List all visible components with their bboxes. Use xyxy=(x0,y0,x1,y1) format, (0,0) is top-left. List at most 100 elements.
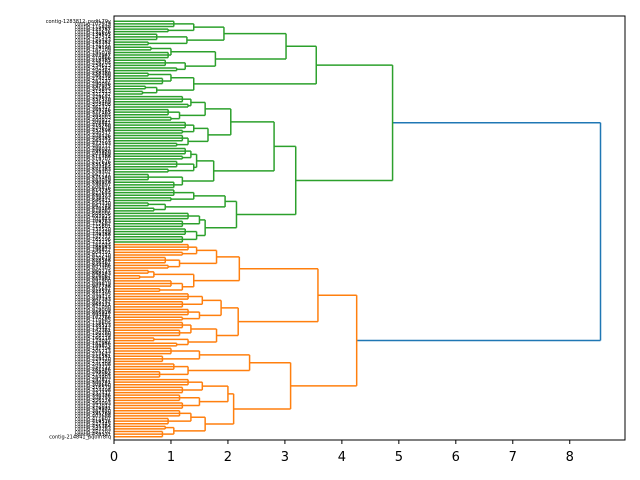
x-tick-label: 7 xyxy=(509,450,517,465)
leaf-label: contig-459121 xyxy=(75,432,111,438)
leaf-label: contig-313813 xyxy=(75,89,111,95)
leaf-label: contig-416760 xyxy=(75,123,111,129)
leaf-label: contig-654330 xyxy=(75,201,111,207)
leaf-label: contig-321732 xyxy=(75,92,111,98)
leaf-label: contig-741439 xyxy=(75,229,111,235)
leaf-label: contig-488031 xyxy=(75,146,111,152)
leaf-label: contig-868143 xyxy=(75,271,111,277)
leaf-label: contig-947333 xyxy=(75,297,111,303)
leaf-label: contig-448436 xyxy=(75,133,111,139)
leaf-label: contig-836467 xyxy=(75,261,111,267)
leaf-label: contig-511788 xyxy=(75,154,111,160)
leaf-label: contig-258380 xyxy=(75,71,111,77)
leaf-label: contig-955252 xyxy=(75,299,111,305)
leaf-label: contig-356174 xyxy=(75,398,111,404)
leaf-label: contig-353408 xyxy=(75,102,111,108)
x-tick-label: 5 xyxy=(395,450,403,465)
leaf-label: contig-261146 xyxy=(75,367,111,373)
leaf-label: contig-725601 xyxy=(75,224,111,230)
leaf-label: contig-503869 xyxy=(75,152,111,158)
leaf-label: contig-963171 xyxy=(75,302,111,308)
leaf-label: contig-214841_pqolrr8fq xyxy=(49,435,111,441)
leaf-label: contig-300741 xyxy=(75,380,111,386)
leaf-label: contig-142361 xyxy=(75,328,111,334)
leaf-label: contig-670168 xyxy=(75,206,111,212)
leaf-label: contig-749358 xyxy=(75,232,111,238)
leaf-label: contig-883981 xyxy=(75,276,111,282)
leaf-label: contig-788953 xyxy=(75,245,111,251)
leaf-label: contig-796872 xyxy=(75,248,111,254)
leaf-label: contig-915657 xyxy=(75,287,111,293)
leaf-label: contig-242542 xyxy=(75,66,111,72)
leaf-label: contig-364093 xyxy=(75,401,111,407)
leaf-label: contig-377165 xyxy=(75,110,111,116)
leaf-label: contig-387850 xyxy=(75,409,111,415)
leaf-label: contig-1283812_pcdtL79y xyxy=(46,19,111,25)
leaf-label: contig-269065 xyxy=(75,370,111,376)
leaf-label: contig-419526 xyxy=(75,419,111,425)
leaf-label: contig-812710 xyxy=(75,253,111,259)
leaf-label: contig-606816 xyxy=(75,185,111,191)
leaf-label: contig-701844 xyxy=(75,216,111,222)
leaf-label: contig-229470 xyxy=(75,357,111,363)
leaf-label: contig-237389 xyxy=(75,359,111,365)
leaf-label: contig-195028 xyxy=(75,50,111,56)
leaf-label: contig-899819 xyxy=(75,281,111,287)
leaf-label: contig-393003 xyxy=(75,115,111,121)
leaf-label: contig-308660 xyxy=(75,383,111,389)
leaf-label: contig-575140 xyxy=(75,175,111,181)
leaf-label: contig-480112 xyxy=(75,144,111,150)
leaf-label: contig-559302 xyxy=(75,170,111,176)
leaf-label: contig-408841 xyxy=(75,120,111,126)
leaf-label: contig-147514 xyxy=(75,35,111,41)
leaf-label: contig-150280 xyxy=(75,331,111,337)
leaf-label: contig-202947 xyxy=(75,53,111,59)
leaf-label: contig-686006 xyxy=(75,211,111,217)
leaf-label: contig-646411 xyxy=(75,198,111,204)
leaf-label: contig-290056 xyxy=(75,81,111,87)
leaf-label: contig-139595 xyxy=(75,32,111,38)
x-tick-label: 6 xyxy=(452,450,460,465)
leaf-label: contig-329651 xyxy=(75,94,111,100)
leaf-label: contig-614735 xyxy=(75,188,111,194)
leaf-label: contig-543464 xyxy=(75,164,111,170)
leaf-label: contig-709763 xyxy=(75,219,111,225)
leaf-label: contig-986928 xyxy=(75,310,111,316)
leaf-label: contig-284903 xyxy=(75,375,111,381)
leaf-label: contig-519707 xyxy=(75,157,111,163)
leaf-label: contig-424679 xyxy=(75,126,111,132)
leaf-label: contig-400922 xyxy=(75,118,111,124)
leaf-label: contig-678087 xyxy=(75,209,111,215)
leaf-label: contig-979009 xyxy=(75,307,111,313)
leaf-label: contig-662249 xyxy=(75,203,111,209)
leaf-label: contig-316579 xyxy=(75,385,111,391)
leaf-label: contig-385084 xyxy=(75,113,111,119)
leaf-label: contig-451202 xyxy=(75,429,111,435)
leaf-label: contig-773115 xyxy=(75,240,111,246)
leaf-label: contig-432598 xyxy=(75,128,111,134)
x-axis: 0 1 2 3 4 5 6 7 8 xyxy=(110,440,574,465)
leaf-label: contig-804791 xyxy=(75,250,111,256)
leaf-label: contig-179190 xyxy=(75,45,111,51)
leaf-label: contig-197794 xyxy=(75,346,111,352)
leaf-label: contig-348255 xyxy=(75,396,111,402)
leaf-label: contig-765196 xyxy=(75,237,111,243)
leaf-label: contig-158199 xyxy=(75,333,111,339)
leaf-label: contig-118604 xyxy=(75,320,111,326)
leaf-label: contig-213632 xyxy=(75,351,111,357)
leaf-label: contig-166118 xyxy=(75,336,111,342)
leaf-label: contig-590978 xyxy=(75,180,111,186)
leaf-label: contig-174037 xyxy=(75,338,111,344)
leaf-label: contig-464274 xyxy=(75,139,111,145)
leaf-label: contig-163352 xyxy=(75,40,111,46)
leaf-label: contig-443283 xyxy=(75,427,111,433)
leaf-label: contig-369246 xyxy=(75,107,111,113)
leaf-label: contig-820629 xyxy=(75,255,111,261)
leaf-label: contig-171271 xyxy=(75,42,111,48)
leaf-label: contig-155433 xyxy=(75,37,111,43)
leaf-label: contig-305894 xyxy=(75,87,111,93)
x-tick-label: 0 xyxy=(110,450,118,465)
leaf-label: contig-527626 xyxy=(75,159,111,165)
leaf-label: contig-282137 xyxy=(75,79,111,85)
